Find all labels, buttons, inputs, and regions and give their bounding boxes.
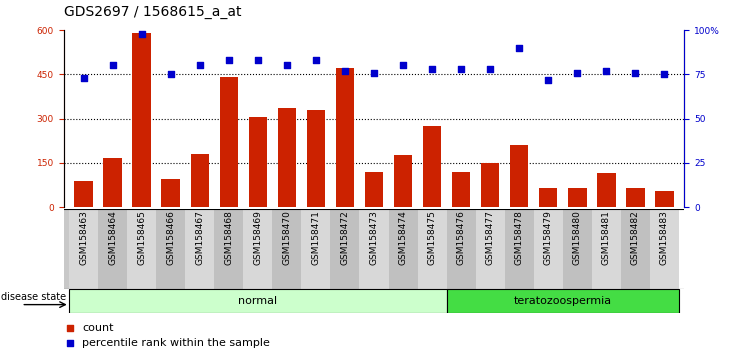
- Text: GSM158478: GSM158478: [515, 210, 524, 266]
- Point: [252, 57, 264, 63]
- Bar: [243, 209, 272, 289]
- Point: [223, 57, 235, 63]
- Point: [368, 70, 380, 75]
- Point: [281, 63, 293, 68]
- Bar: [533, 209, 562, 289]
- Text: GSM158463: GSM158463: [79, 210, 88, 266]
- Bar: [539, 188, 557, 207]
- Point: [64, 341, 76, 346]
- Point: [426, 66, 438, 72]
- Text: GSM158468: GSM158468: [224, 210, 233, 266]
- Point: [455, 66, 467, 72]
- Bar: [625, 188, 645, 207]
- Text: GSM158465: GSM158465: [138, 210, 147, 266]
- Bar: [156, 209, 186, 289]
- Text: disease state: disease state: [1, 292, 67, 302]
- Text: GSM158470: GSM158470: [283, 210, 292, 266]
- Point: [571, 70, 583, 75]
- Text: GSM158483: GSM158483: [660, 210, 669, 266]
- Point: [78, 75, 90, 81]
- Bar: [509, 145, 529, 207]
- Point: [629, 70, 641, 75]
- Bar: [307, 110, 325, 207]
- Bar: [649, 209, 678, 289]
- Bar: [191, 154, 209, 207]
- Text: GSM158466: GSM158466: [166, 210, 176, 266]
- Text: percentile rank within the sample: percentile rank within the sample: [82, 338, 270, 348]
- Point: [397, 63, 409, 68]
- Point: [600, 68, 612, 74]
- Bar: [70, 289, 447, 313]
- Bar: [75, 181, 94, 207]
- Bar: [481, 163, 500, 207]
- Bar: [336, 68, 355, 207]
- Bar: [417, 209, 447, 289]
- Text: normal: normal: [239, 296, 278, 306]
- Bar: [186, 209, 215, 289]
- Bar: [360, 209, 388, 289]
- Bar: [219, 77, 239, 207]
- Bar: [505, 209, 533, 289]
- Bar: [127, 209, 156, 289]
- Text: GSM158464: GSM158464: [108, 210, 117, 265]
- Bar: [272, 209, 301, 289]
- Text: GSM158471: GSM158471: [311, 210, 320, 266]
- Point: [310, 57, 322, 63]
- Point: [136, 31, 148, 36]
- Bar: [388, 209, 417, 289]
- Point: [513, 45, 525, 51]
- Point: [165, 72, 177, 77]
- Point: [542, 77, 554, 82]
- Text: GSM158475: GSM158475: [428, 210, 437, 266]
- Bar: [70, 209, 99, 289]
- Bar: [248, 117, 267, 207]
- Text: GSM158476: GSM158476: [456, 210, 465, 266]
- Bar: [423, 126, 441, 207]
- Text: GSM158481: GSM158481: [601, 210, 610, 266]
- Point: [194, 63, 206, 68]
- Bar: [621, 209, 649, 289]
- Bar: [597, 173, 616, 207]
- Point: [484, 66, 496, 72]
- Bar: [393, 155, 412, 207]
- Bar: [568, 188, 586, 207]
- Bar: [162, 179, 180, 207]
- Text: GSM158467: GSM158467: [195, 210, 204, 266]
- Text: count: count: [82, 322, 114, 332]
- Bar: [278, 108, 296, 207]
- Bar: [215, 209, 243, 289]
- Text: GSM158472: GSM158472: [340, 210, 349, 265]
- Bar: [364, 172, 384, 207]
- Bar: [592, 209, 621, 289]
- Text: GSM158477: GSM158477: [485, 210, 494, 266]
- Bar: [452, 172, 470, 207]
- Bar: [562, 209, 592, 289]
- Bar: [103, 159, 123, 207]
- Point: [658, 72, 670, 77]
- Point: [339, 68, 351, 74]
- Bar: [132, 33, 151, 207]
- Text: teratozoospermia: teratozoospermia: [514, 296, 612, 306]
- Point: [107, 63, 119, 68]
- Text: GSM158469: GSM158469: [254, 210, 263, 266]
- Bar: [654, 191, 673, 207]
- Bar: [447, 209, 476, 289]
- Bar: [301, 209, 331, 289]
- Text: GDS2697 / 1568615_a_at: GDS2697 / 1568615_a_at: [64, 5, 241, 19]
- Text: GSM158474: GSM158474: [399, 210, 408, 265]
- Bar: [99, 209, 127, 289]
- Bar: [447, 289, 678, 313]
- Text: GSM158479: GSM158479: [544, 210, 553, 266]
- Text: GSM158473: GSM158473: [370, 210, 378, 266]
- Bar: [331, 209, 360, 289]
- Text: GSM158482: GSM158482: [631, 210, 640, 265]
- Bar: [476, 209, 505, 289]
- Text: GSM158480: GSM158480: [572, 210, 582, 266]
- Point: [64, 325, 76, 330]
